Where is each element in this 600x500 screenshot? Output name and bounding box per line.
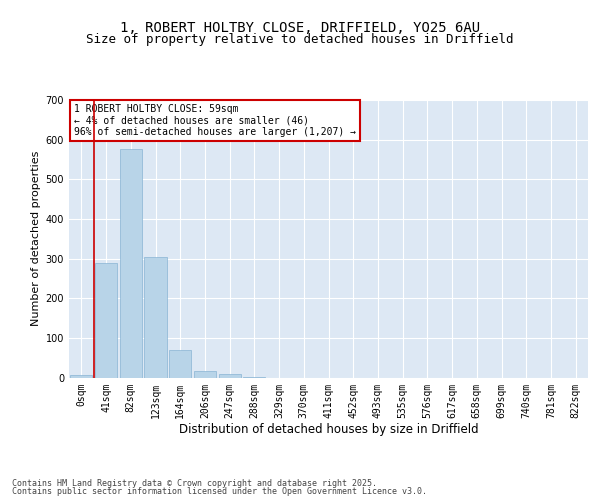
Text: Contains public sector information licensed under the Open Government Licence v3: Contains public sector information licen…: [12, 488, 427, 496]
Bar: [145, 256, 167, 378]
Y-axis label: Number of detached properties: Number of detached properties: [31, 151, 41, 326]
X-axis label: Distribution of detached houses by size in Driffield: Distribution of detached houses by size …: [179, 423, 478, 436]
Bar: [95, 262, 117, 378]
Text: 1 ROBERT HOLTBY CLOSE: 59sqm
← 4% of detached houses are smaller (46)
96% of sem: 1 ROBERT HOLTBY CLOSE: 59sqm ← 4% of det…: [74, 104, 356, 138]
Bar: [169, 350, 191, 378]
Bar: [218, 374, 241, 378]
Text: Size of property relative to detached houses in Driffield: Size of property relative to detached ho…: [86, 34, 514, 46]
Bar: [194, 371, 216, 378]
Bar: [70, 374, 92, 378]
Bar: [243, 376, 265, 378]
Bar: [119, 149, 142, 378]
Text: 1, ROBERT HOLTBY CLOSE, DRIFFIELD, YO25 6AU: 1, ROBERT HOLTBY CLOSE, DRIFFIELD, YO25 …: [120, 20, 480, 34]
Text: Contains HM Land Registry data © Crown copyright and database right 2025.: Contains HM Land Registry data © Crown c…: [12, 478, 377, 488]
